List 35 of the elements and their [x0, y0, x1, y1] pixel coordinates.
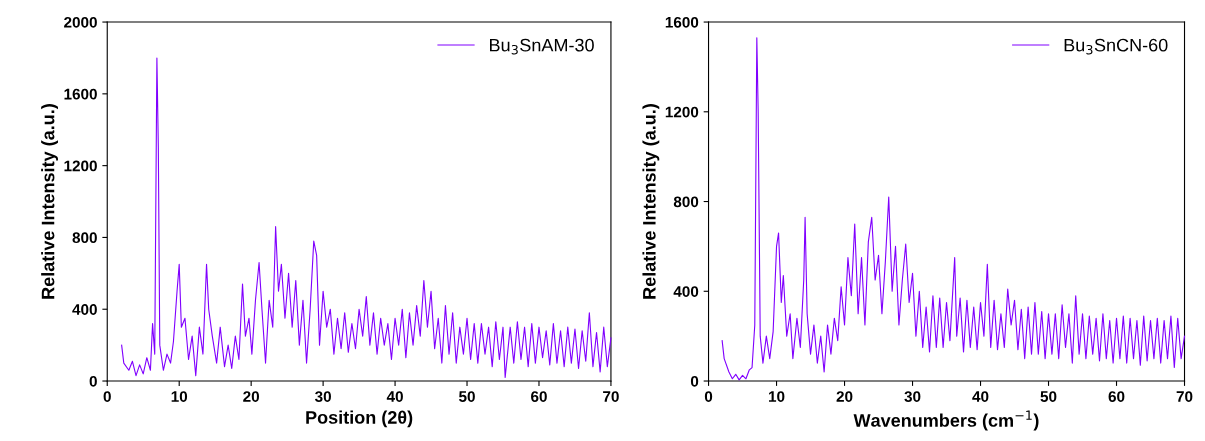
x-tick-label: 50 — [459, 391, 475, 402]
x-tick-label: 70 — [603, 391, 619, 402]
y-axis-title: Relative Intensity (a.u.) — [642, 104, 660, 299]
x-tick-label: 10 — [171, 391, 188, 402]
x-tick-label: 20 — [243, 391, 260, 402]
x-tick-label: 0 — [103, 391, 111, 402]
x-tick-label: 60 — [1108, 391, 1125, 402]
y-tick-label: 0 — [690, 375, 699, 387]
y-tick-label: 1200 — [665, 106, 699, 118]
legend-label: Bu$_{3}$SnCN-60 — [1064, 38, 1168, 55]
x-tick-label: 20 — [836, 391, 853, 402]
x-tick-label: 70 — [1176, 391, 1193, 402]
y-tick-label: 400 — [72, 304, 97, 315]
line-series — [721, 37, 1186, 381]
x-tick-label: 0 — [704, 391, 713, 402]
y-tick-label: 0 — [89, 375, 97, 387]
line-series — [121, 57, 612, 378]
x-axis-title: Position (2θ) — [306, 410, 413, 428]
y-tick-label: 800 — [72, 232, 97, 244]
x-tick-label: 10 — [769, 391, 785, 402]
y-axis-title: Relative Intensity (a.u.) — [41, 104, 58, 299]
x-tick-label: 60 — [531, 391, 547, 402]
y-tick-label: 2000 — [64, 16, 97, 28]
x-tick-label: 40 — [972, 391, 989, 402]
y-tick-label: 400 — [673, 286, 699, 297]
y-tick-label: 800 — [673, 196, 699, 208]
y-tick-label: 1600 — [665, 16, 699, 28]
x-tick-label: 30 — [904, 391, 921, 402]
x-tick-label: 50 — [1040, 391, 1057, 402]
x-tick-label: 40 — [386, 391, 403, 402]
y-tick-label: 1600 — [64, 88, 97, 100]
y-tick-label: 1200 — [64, 160, 97, 172]
legend-label: Bu$_{3}$SnAM-30 — [490, 38, 594, 55]
x-axis-title: Wavenumbers (cm$^{−1}$) — [853, 410, 1039, 431]
x-tick-label: 30 — [314, 391, 331, 402]
